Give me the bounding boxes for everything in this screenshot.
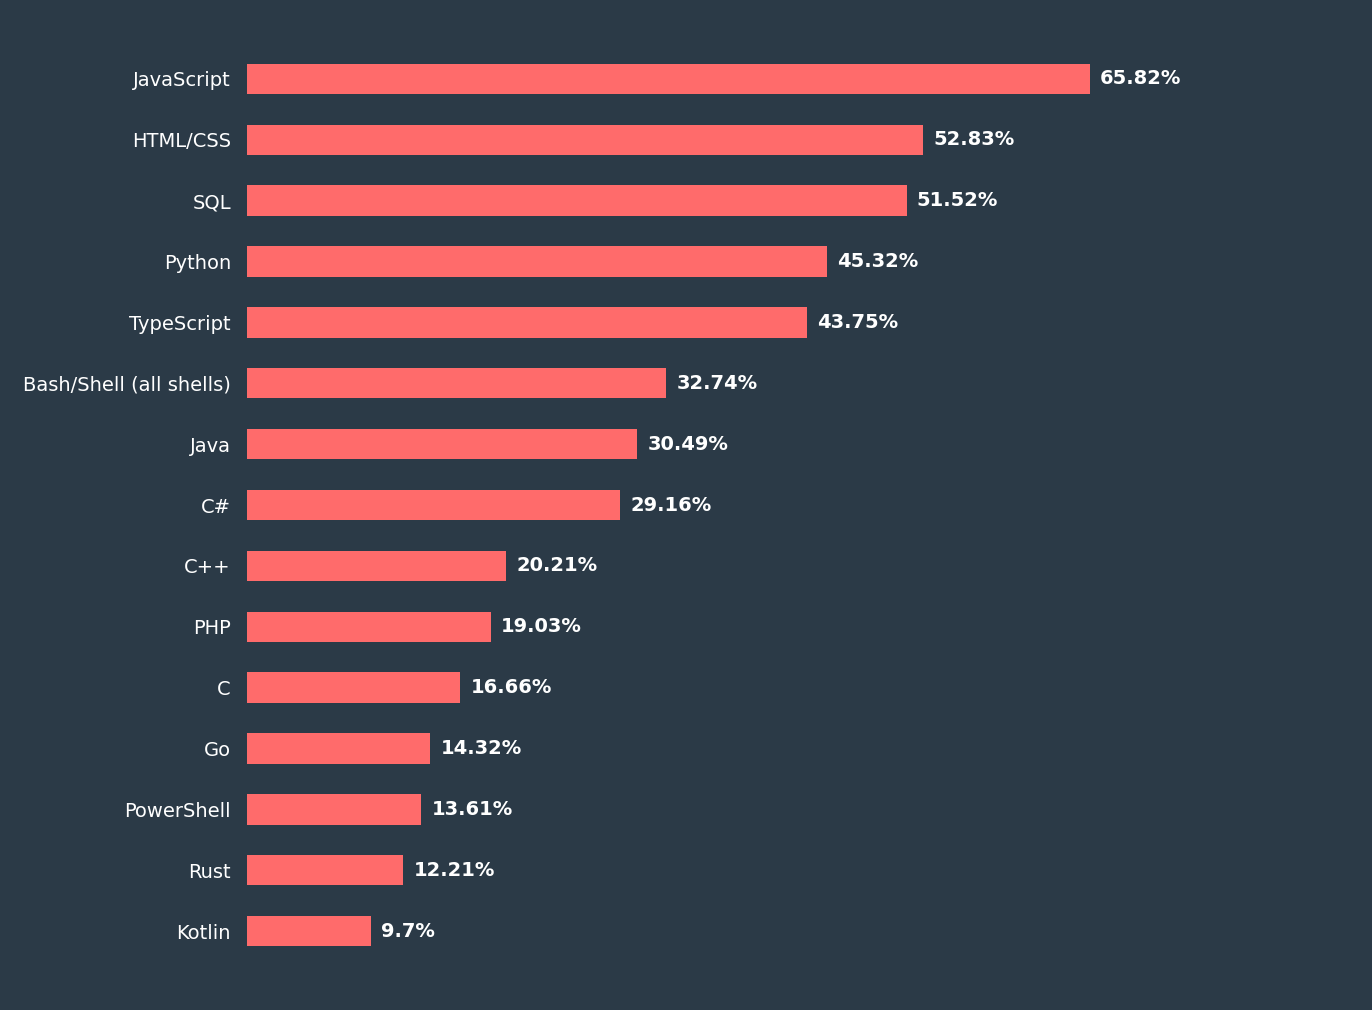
Text: 65.82%: 65.82% [1100,70,1181,89]
Text: 45.32%: 45.32% [837,252,919,271]
Text: 32.74%: 32.74% [676,374,757,393]
Bar [247,490,620,520]
Text: 9.7%: 9.7% [381,921,435,940]
Text: 20.21%: 20.21% [516,557,597,576]
Bar [247,916,372,946]
Text: 12.21%: 12.21% [413,861,495,880]
Text: 30.49%: 30.49% [648,434,729,453]
Bar [247,733,431,764]
Bar [247,429,638,460]
Text: 52.83%: 52.83% [934,130,1015,149]
Bar [247,124,923,156]
Text: 43.75%: 43.75% [818,313,899,332]
Bar [247,246,827,277]
Text: 14.32%: 14.32% [440,739,521,758]
Text: 51.52%: 51.52% [916,191,999,210]
Text: 13.61%: 13.61% [431,800,513,819]
Text: 29.16%: 29.16% [631,496,712,514]
Bar [247,794,421,824]
Bar [247,550,506,581]
Bar [247,611,491,642]
Bar [247,64,1089,94]
Text: 19.03%: 19.03% [501,617,582,636]
Bar [247,307,807,337]
Text: 16.66%: 16.66% [471,678,552,697]
Bar [247,368,667,399]
Bar [247,186,907,216]
Bar [247,854,403,886]
Bar [247,673,460,703]
